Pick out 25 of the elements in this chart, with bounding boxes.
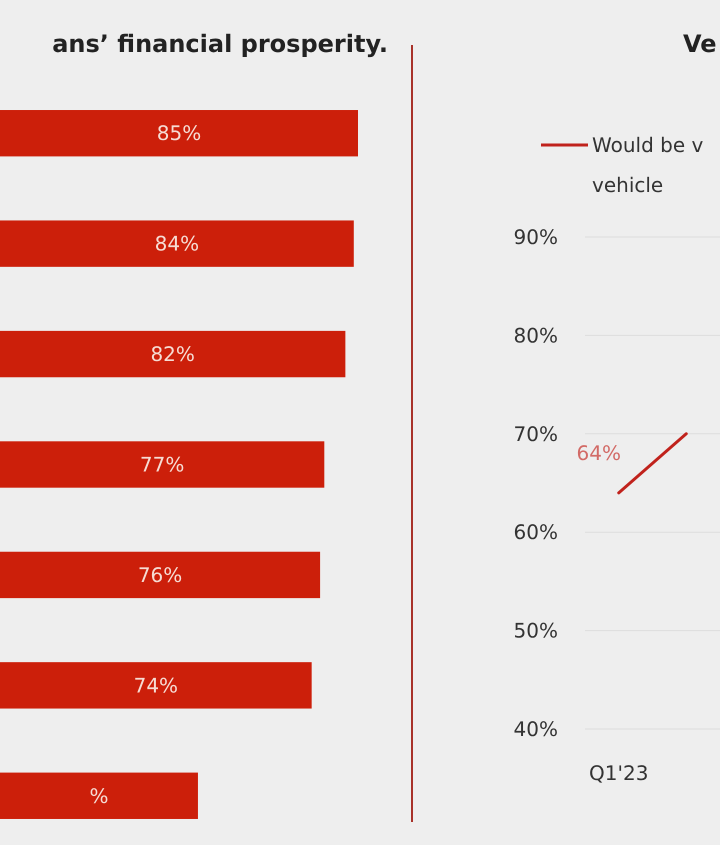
chart-title: Ve	[683, 30, 717, 58]
data-label: 84%	[154, 232, 200, 256]
y-tick-label: 90%	[514, 225, 558, 249]
x-tick-label: Q1'23	[589, 761, 648, 785]
data-label: 82%	[150, 342, 195, 366]
data-label: 85%	[156, 121, 202, 146]
bar	[0, 552, 320, 598]
bar	[0, 220, 354, 267]
y-tick-label: 70%	[514, 422, 558, 446]
legend-label: Would be v vehicle	[592, 133, 704, 197]
data-label: %	[89, 784, 108, 808]
bar	[0, 441, 324, 488]
y-tick-label: 80%	[514, 323, 558, 348]
bar	[0, 662, 312, 709]
y-tick-label: 40%	[514, 717, 558, 741]
y-tick-label: 60%	[514, 520, 558, 544]
text: ans’ financial prosperity.	[52, 30, 388, 58]
bar	[0, 772, 198, 819]
bar	[0, 330, 346, 378]
data-label: 77%	[140, 452, 184, 476]
data-label: 76%	[138, 562, 182, 587]
y-tick-label: 50%	[514, 618, 558, 643]
bar	[0, 110, 358, 156]
data-label: 74%	[134, 673, 178, 698]
data-label: 64%	[576, 440, 621, 465]
